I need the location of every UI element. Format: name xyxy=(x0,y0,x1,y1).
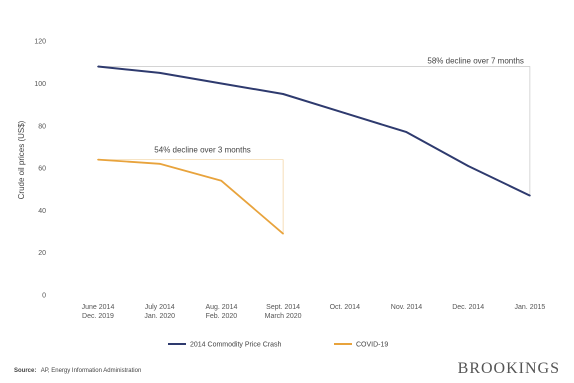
y-tick-label: 100 xyxy=(34,81,46,88)
source-label: Source: xyxy=(14,368,36,374)
data-point xyxy=(97,65,99,68)
legend-label: 2014 Commodity Price Crash xyxy=(190,342,282,349)
data-point xyxy=(158,163,161,165)
data-point xyxy=(405,131,408,133)
y-tick-label: 120 xyxy=(34,39,46,46)
data-point xyxy=(97,158,99,161)
source-text: AP, Energy Information Administration xyxy=(41,368,142,374)
y-tick-label: 20 xyxy=(38,250,46,257)
x-tick-label: Dec. 2014 xyxy=(452,304,484,311)
x-axis: June 2014 Dec. 2019 July 2014 Jan. 2020 Aug.… xyxy=(82,304,546,320)
x-tick-label: Aug. 2014 xyxy=(205,304,237,311)
x-tick-label: Jan. 2015 xyxy=(515,304,546,311)
series-line-commodity-crash xyxy=(97,65,531,197)
data-point xyxy=(220,82,223,85)
annotations: 58% decline over 7 months 54% decline ove… xyxy=(98,57,531,234)
brand-logo: BROOKINGS xyxy=(458,360,560,377)
data-point xyxy=(282,93,284,95)
data-point xyxy=(220,179,223,182)
legend-item-commodity: 2014 Commodity Price Crash xyxy=(168,342,282,349)
x-tick-label: Jan. 2020 xyxy=(144,313,175,320)
annotation-bracket-covid xyxy=(98,159,284,234)
svg-text:Source: AP, Energy Infor: Source: AP, Energy Information Administr… xyxy=(14,368,141,374)
data-point xyxy=(529,194,531,197)
y-tick-label: 40 xyxy=(38,208,46,215)
x-tick-label: June 2014 xyxy=(82,304,115,311)
y-axis: 0 20 40 60 80 100 120 xyxy=(34,39,46,300)
y-tick-label: 60 xyxy=(38,166,46,173)
y-tick-label: 0 xyxy=(42,293,46,300)
legend-label: COVID-19 xyxy=(356,342,388,349)
x-tick-label: Sept. 2014 xyxy=(266,304,300,311)
legend: 2014 Commodity Price Crash COVID-19 xyxy=(168,342,388,349)
legend-item-covid: COVID-19 xyxy=(334,342,388,349)
x-tick-label: Dec. 2019 xyxy=(82,313,114,320)
x-tick-label: Oct. 2014 xyxy=(330,304,360,311)
y-tick-label: 80 xyxy=(38,123,46,130)
annotation-commodity: 58% decline over 7 months xyxy=(427,57,524,66)
x-tick-label: Feb. 2020 xyxy=(206,313,238,320)
x-tick-label: March 2020 xyxy=(265,313,302,320)
x-tick-label: Nov. 2014 xyxy=(391,304,422,311)
y-axis-label: Crude oil prices (US$) xyxy=(17,120,26,199)
x-tick-label: July 2014 xyxy=(145,304,175,311)
data-point xyxy=(467,165,470,167)
data-point xyxy=(344,112,346,114)
annotation-covid: 54% decline over 3 months xyxy=(154,146,251,155)
series-lines xyxy=(97,65,531,235)
annotation-bracket-commodity xyxy=(98,66,531,196)
data-point xyxy=(282,232,284,235)
data-point xyxy=(158,72,161,74)
series-line-covid xyxy=(97,158,284,235)
source-note: Source: AP, Energy Information Administr… xyxy=(14,368,141,374)
